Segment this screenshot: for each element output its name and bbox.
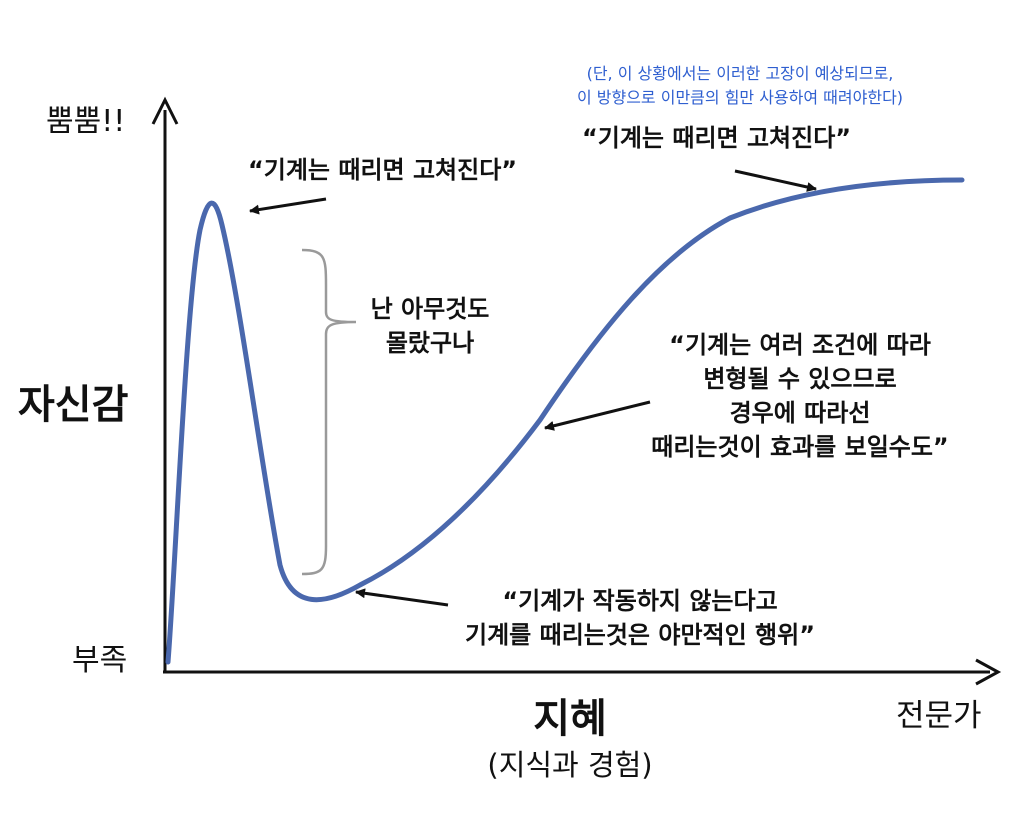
- annotation-slope-line3: 경우에 따라선: [729, 399, 871, 427]
- x-axis-subtitle: (지식과 경험): [487, 748, 653, 782]
- arrow-to-plateau: [734, 169, 817, 192]
- y-axis-top-label: 뿜뿜!!: [46, 104, 126, 139]
- annotation-peak: “기계는 때리면 고쳐진다”: [248, 156, 518, 184]
- arrow-to-peak: [249, 197, 327, 215]
- annotation-bracket-line1: 난 아무것도: [370, 295, 490, 323]
- annotation-plateau: “기계는 때리면 고쳐진다”: [582, 124, 852, 152]
- y-axis-title: 자신감: [18, 382, 129, 428]
- annotation-valley-line1: “기계가 작동하지 않는다고: [502, 587, 778, 615]
- annotation-bracket: 난 아무것도 몰랐구나: [355, 292, 505, 360]
- annotation-slope-line4: 때리는것이 효과를 보일수도”: [651, 433, 949, 461]
- blue-note-line2: 이 방향으로 이만큼의 힘만 사용하여 때려야한다): [576, 88, 904, 107]
- x-axis-right-label: 전문가: [896, 698, 982, 734]
- x-axis-title: 지혜: [533, 696, 607, 742]
- blue-note-line1: (단, 이 상황에서는 이러한 고장이 예상되므로,: [586, 64, 894, 83]
- annotation-slope-line1: “기계는 여러 조건에 따라: [669, 331, 931, 359]
- bracket: [301, 248, 357, 576]
- y-axis-bottom-label: 부족: [72, 643, 128, 678]
- annotation-valley: “기계가 작동하지 않는다고 기계를 때리는것은 야만적인 행위”: [420, 584, 860, 652]
- y-axis-arrowhead: [151, 96, 179, 125]
- blue-note: (단, 이 상황에서는 이러한 고장이 예상되므로, 이 방향으로 이만큼의 힘…: [520, 62, 960, 110]
- annotation-bracket-line2: 몰랐구나: [385, 329, 475, 357]
- arrow-to-valley: [355, 588, 449, 607]
- confidence-curve: [165, 177, 965, 665]
- annotation-valley-line2: 기계를 때리는것은 야만적인 행위”: [465, 621, 815, 649]
- arrow-to-slope: [544, 400, 651, 431]
- x-axis-arrowhead: [975, 658, 1002, 686]
- annotation-slope: “기계는 여러 조건에 따라 변형될 수 있으므로 경우에 따라선 때리는것이 …: [610, 328, 990, 464]
- annotation-slope-line2: 변형될 수 있으므로: [703, 365, 897, 393]
